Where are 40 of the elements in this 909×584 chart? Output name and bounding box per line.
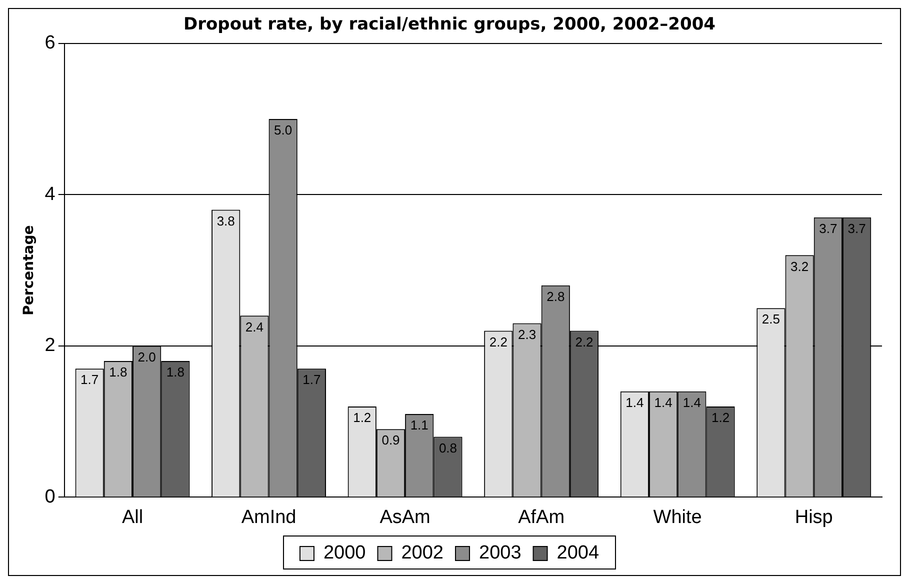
legend-label: 2003	[479, 542, 522, 564]
x-tick-label: AfAm	[518, 506, 565, 528]
x-tick-label: AmInd	[241, 506, 296, 528]
data-label: 2.8	[546, 289, 565, 304]
data-label: 1.7	[80, 372, 99, 388]
data-label: 2.2	[575, 334, 594, 350]
data-label: 1.2	[353, 410, 372, 426]
y-tick-label: 4	[44, 184, 56, 205]
data-label: 1.1	[410, 418, 428, 433]
data-label: 2.3	[518, 326, 536, 342]
data-label: 0.9	[382, 432, 400, 448]
data-label: 1.8	[109, 364, 128, 380]
data-label: 2.0	[138, 350, 156, 365]
data-label: 2.5	[762, 312, 780, 327]
data-label: 3.7	[819, 220, 838, 236]
legend-label: 2002	[401, 542, 444, 564]
data-label: 1.7	[302, 372, 321, 388]
x-tick-label: White	[653, 506, 702, 528]
x-tick-label: AsAm	[380, 506, 430, 528]
data-label: 1.4	[626, 394, 644, 410]
data-label: 1.4	[654, 394, 672, 410]
legend-label: 2000	[323, 542, 366, 564]
x-tick-label: Hisp	[794, 506, 833, 528]
data-label: 5.0	[274, 122, 292, 138]
legend-label: 2004	[556, 542, 600, 564]
data-label: 3.2	[790, 258, 809, 274]
data-label: 2.4	[245, 319, 264, 334]
y-tick-label: 2	[44, 335, 56, 356]
y-tick-label: 6	[44, 32, 56, 54]
data-label: 1.2	[711, 410, 730, 426]
data-label: 3.7	[848, 220, 866, 236]
chart-title: Dropout rate, by racial/ethnic groups, 2000, 2002–2004	[184, 14, 716, 35]
data-label: 3.8	[216, 213, 235, 228]
y-axis-title: Percentage	[21, 225, 38, 316]
data-label: 1.4	[682, 394, 701, 410]
y-tick-label: 0	[44, 486, 56, 508]
data-label: 1.8	[166, 364, 184, 380]
data-label: 2.2	[489, 334, 508, 350]
x-tick-label: All	[122, 506, 144, 528]
data-label: 0.8	[438, 440, 458, 456]
